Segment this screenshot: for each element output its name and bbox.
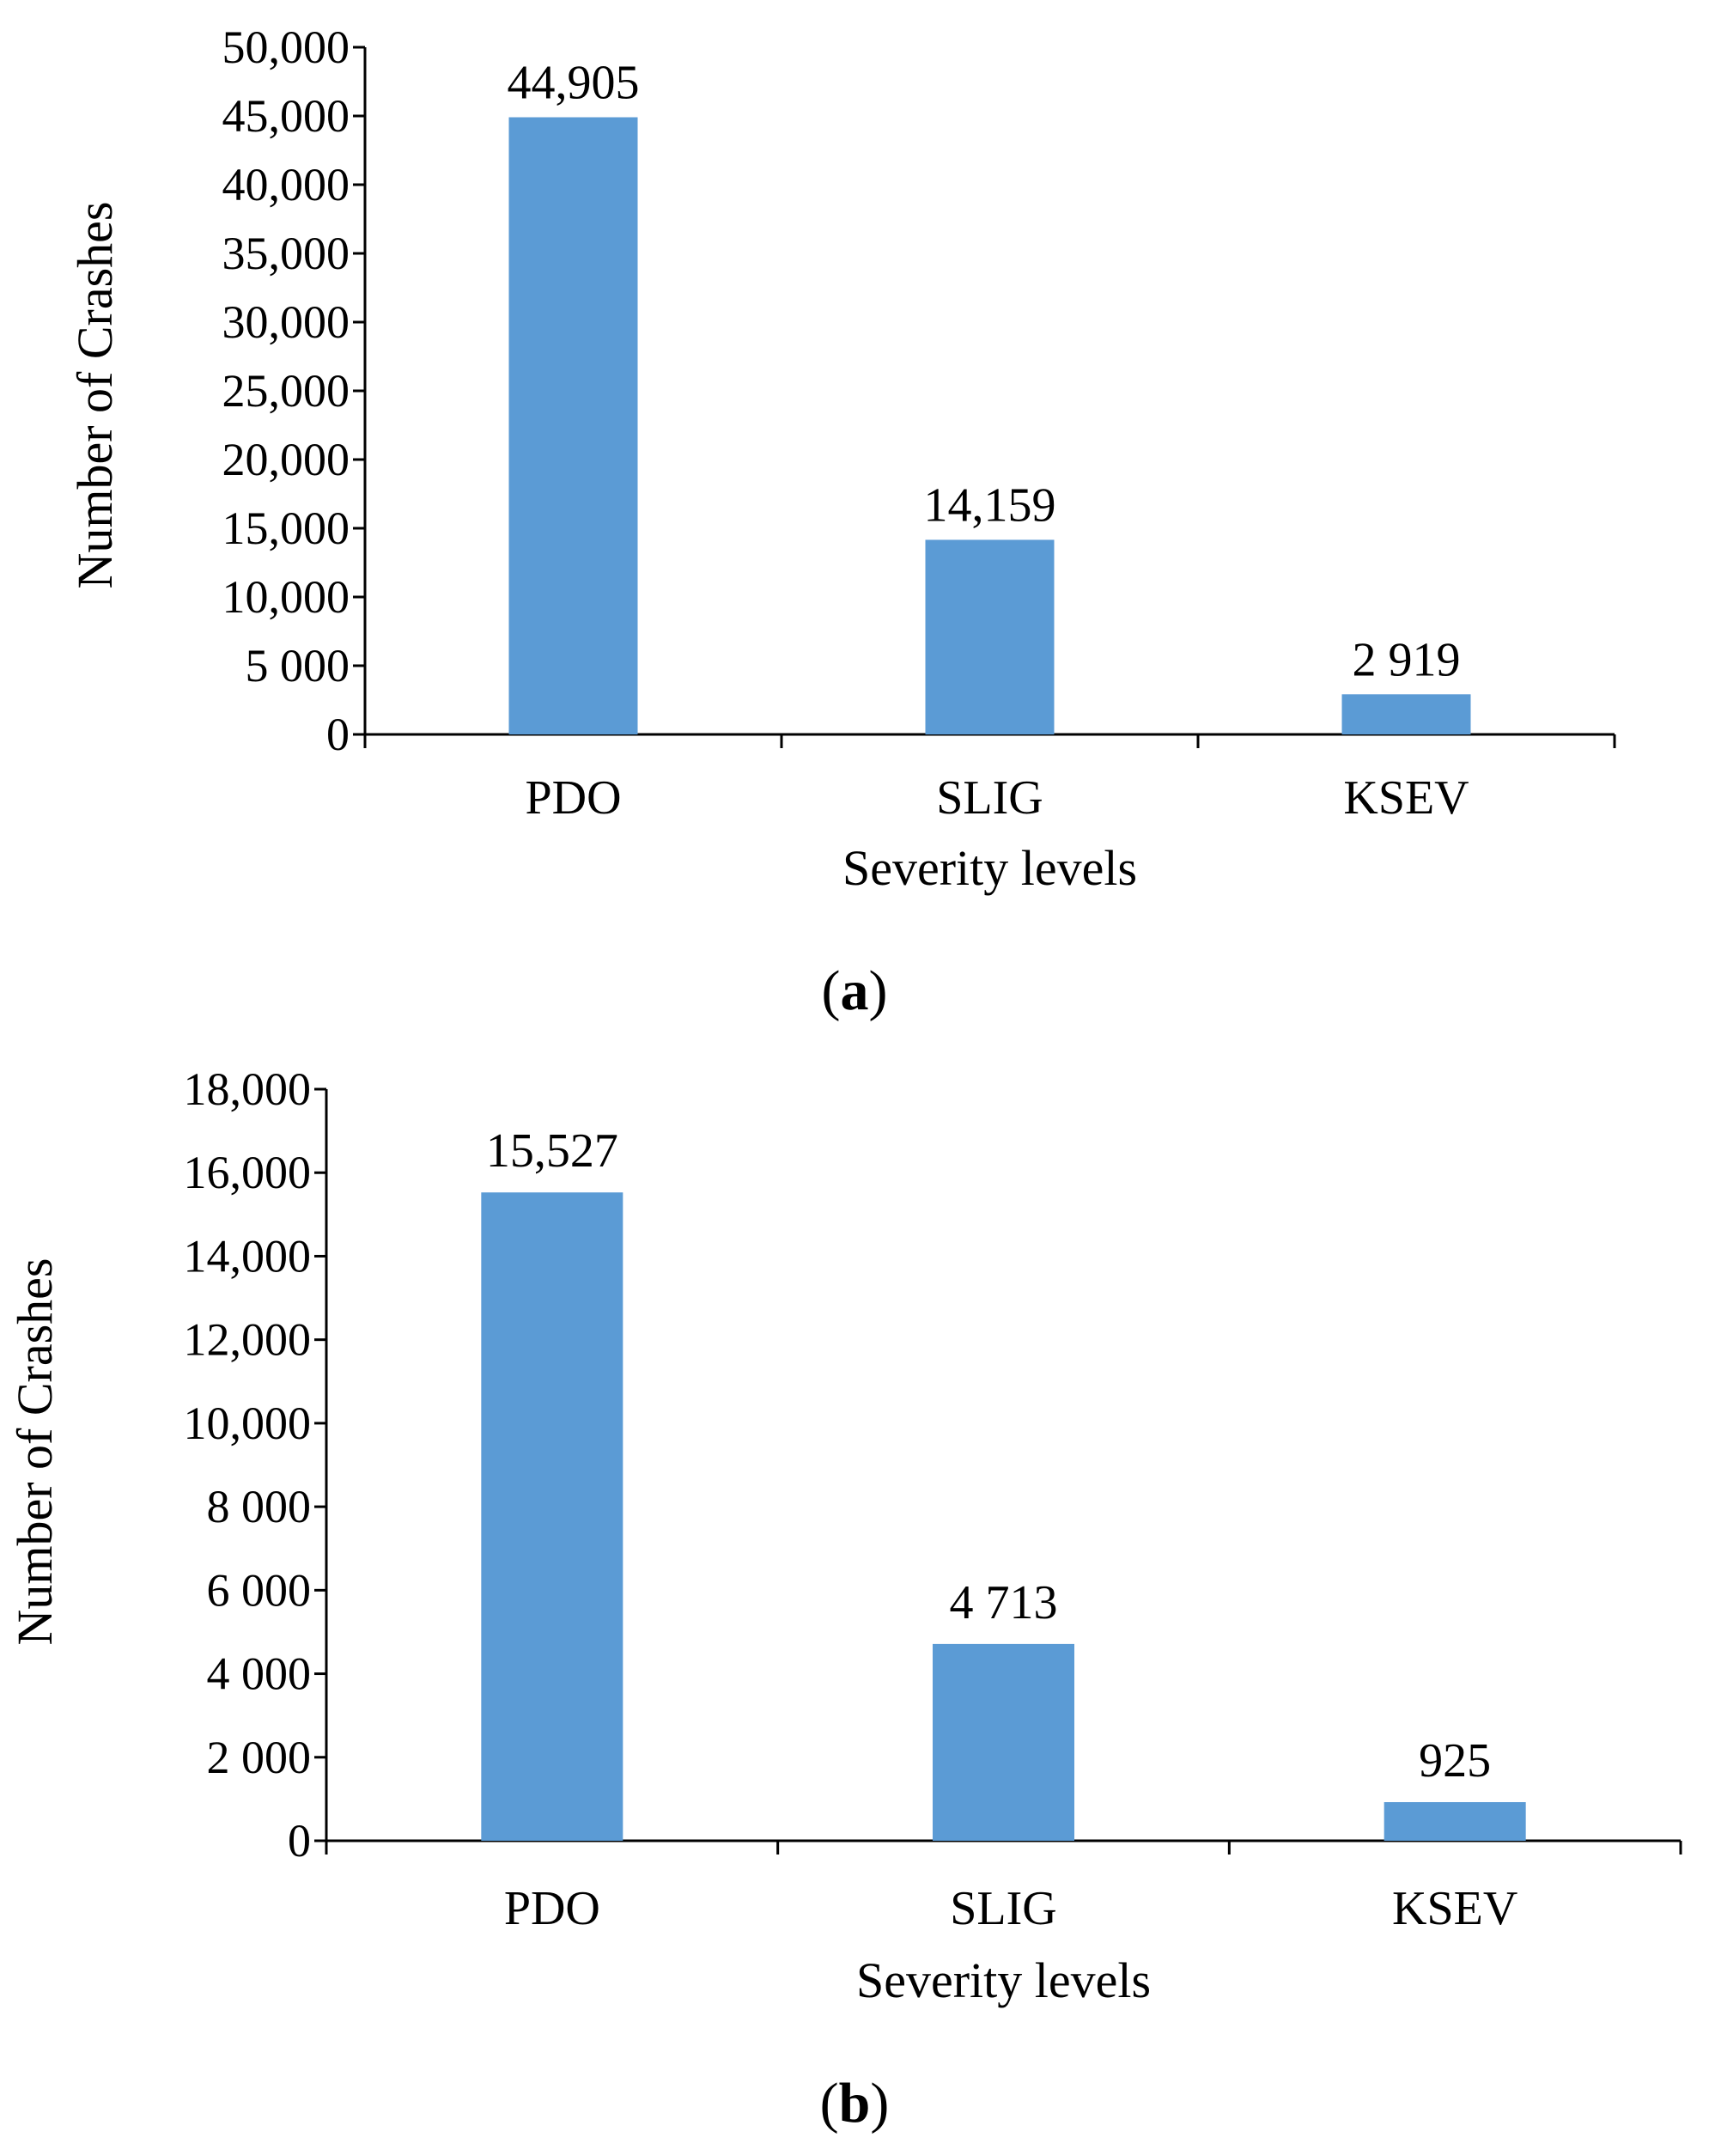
panel-a-bar-pdo <box>508 117 638 734</box>
panel-a-data-label: 14,159 <box>924 478 1056 532</box>
panel-a-y-tick-label: 35,000 <box>222 228 350 279</box>
panel-a-x-axis-title: Severity levels <box>842 840 1137 896</box>
panel-b-x-axis-title: Severity levels <box>856 1952 1151 2008</box>
panel-b-y-tick-label: 6 000 <box>207 1564 312 1616</box>
panel-b-x-category-label: PDO <box>504 1882 600 1935</box>
panel-a-y-axis-title: Number of Crashes <box>67 201 123 588</box>
panel-b-label: (b) <box>820 2072 890 2135</box>
panel-b-bar-ksev <box>1384 1802 1526 1841</box>
panel-a-data-label: 2 919 <box>1353 633 1461 686</box>
panel-a-y-tick-label: 30,000 <box>222 296 350 348</box>
panel-a-label: (a) <box>822 959 888 1022</box>
panel-b-y-tick-label: 18,000 <box>184 1063 312 1115</box>
panel-b-data-label: 4 713 <box>950 1576 1058 1629</box>
panel-b-y-axis-title: Number of Crashes <box>7 1258 63 1645</box>
panel-b-y-tick-label: 0 <box>288 1815 311 1867</box>
panel-a-y-tick-label: 20,000 <box>222 434 350 485</box>
panel-a-bar-ksev <box>1341 694 1471 734</box>
panel-b-x-category-label: SLIG <box>950 1882 1056 1935</box>
panel-a-y-tick-label: 40,000 <box>222 159 350 210</box>
panel-b-y-tick-label: 4 000 <box>207 1648 312 1700</box>
panel-a-y-tick-label: 0 <box>326 709 350 760</box>
panel-a-y-tick-label: 5 000 <box>246 640 350 691</box>
panel-b-data-label: 925 <box>1419 1734 1491 1788</box>
panel-b-y-tick-label: 2 000 <box>207 1732 312 1783</box>
panel-b-y-tick-label: 14,000 <box>184 1230 312 1282</box>
panel-a-x-category-label: KSEV <box>1343 771 1469 825</box>
panel-a-y-tick-label: 50,000 <box>222 21 350 73</box>
panel-a-y-tick-label: 25,000 <box>222 365 350 417</box>
panel-a-y-tick-label: 45,000 <box>222 90 350 142</box>
panel-b-y-tick-label: 16,000 <box>184 1147 312 1198</box>
panel-b-bar-slig <box>933 1643 1074 1841</box>
panel-b-y-tick-label: 10,000 <box>184 1398 312 1449</box>
panel-a-y-tick-label: 15,000 <box>222 502 350 554</box>
panel-b-bar-pdo <box>481 1192 623 1841</box>
panel-a-data-label: 44,905 <box>508 57 640 110</box>
panel-a-x-category-label: SLIG <box>936 771 1043 825</box>
panel-a-y-tick-label: 10,000 <box>222 571 350 623</box>
panel-b-y-tick-label: 8 000 <box>207 1481 312 1532</box>
panel-b-x-category-label: KSEV <box>1392 1882 1517 1935</box>
panel-a-bar-slig <box>925 539 1055 734</box>
panel-b-y-tick-label: 12,000 <box>184 1314 312 1366</box>
panel-b-data-label: 15,527 <box>486 1124 618 1178</box>
panel-a-x-category-label: PDO <box>525 771 621 825</box>
